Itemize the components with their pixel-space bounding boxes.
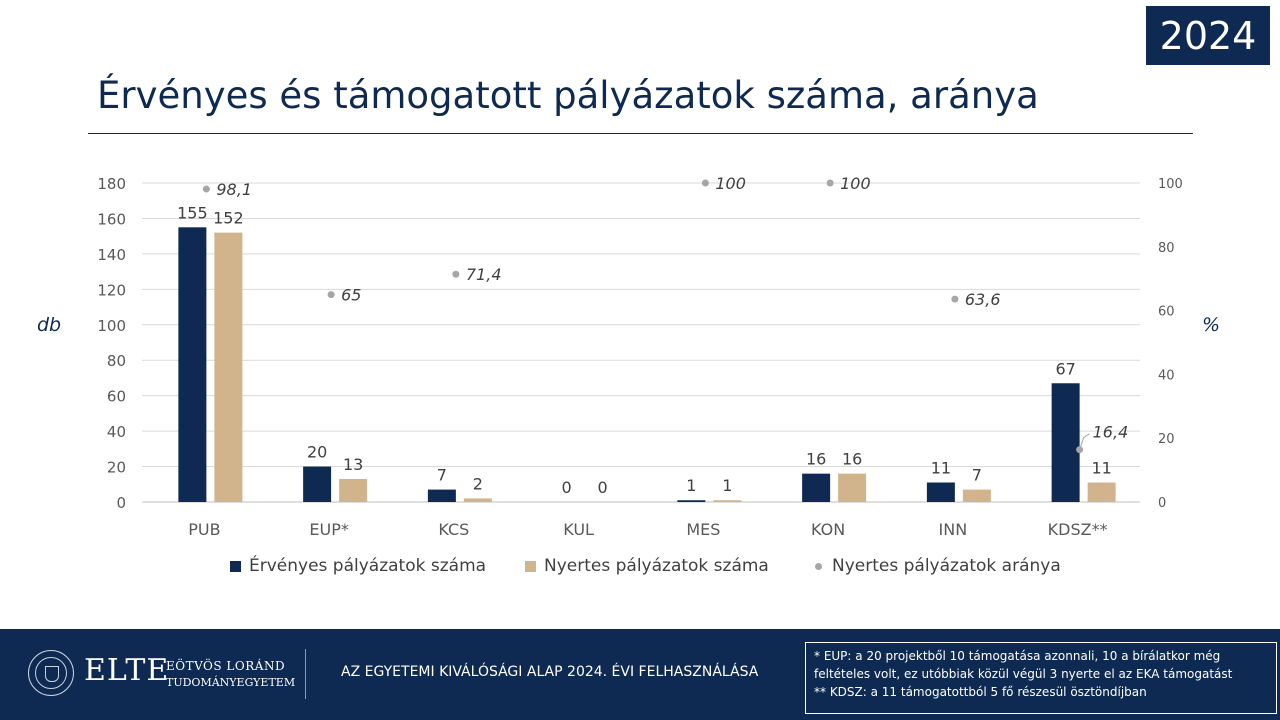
elte-logo-line1: EÖTVÖS LORÁND [166, 659, 286, 673]
data-label-valid: 0 [562, 478, 572, 497]
left-axis-title: db [37, 314, 62, 336]
y-tick-label-left: 100 [97, 317, 126, 335]
y-tick-label-left: 20 [107, 459, 126, 477]
legend-item-winning: Nyertes pályázatok száma [525, 556, 769, 576]
footer-caption: AZ EGYETEMI KIVÁLÓSÁGI ALAP 2024. ÉVI FE… [341, 664, 759, 680]
footer-bar: ELTE EÖTVÖS LORÁND TUDOMÁNYEGYETEM AZ EG… [0, 629, 1280, 720]
year-badge: 2024 [1146, 6, 1270, 65]
legend-item-valid: Érvényes pályázatok száma [230, 556, 486, 576]
x-tick-label: INN [939, 520, 968, 539]
data-label-ratio: 100 [840, 174, 871, 193]
y-tick-label-right: 80 [1158, 241, 1175, 256]
footer-divider [305, 649, 306, 699]
bar-valid [303, 466, 332, 502]
data-label-valid: 1 [686, 476, 696, 495]
bar-valid [802, 473, 831, 502]
y-tick-label-left: 0 [116, 494, 126, 512]
footnote-line: ** KDSZ: a 11 támogatottból 5 fő részesü… [814, 685, 1147, 699]
y-tick-label-left: 160 [97, 210, 126, 228]
bar-winning [962, 489, 991, 502]
y-tick-label-left: 120 [97, 281, 126, 299]
data-label-valid: 16 [806, 450, 826, 469]
bar-valid [427, 489, 456, 502]
legend-item-ratio: Nyertes pályázatok aránya [815, 556, 1061, 576]
data-label-ratio: 98,1 [216, 180, 252, 199]
data-label-valid: 11 [931, 459, 951, 478]
right-axis-title: % [1202, 314, 1221, 336]
y-tick-label-right: 0 [1158, 496, 1166, 511]
y-tick-label-left: 40 [107, 423, 126, 441]
data-label-winning: 13 [343, 455, 363, 474]
bar-valid [178, 227, 207, 503]
y-tick-label-right: 40 [1158, 368, 1175, 383]
y-tick-label-left: 80 [107, 352, 126, 370]
data-label-valid: 155 [177, 203, 208, 222]
footnote-box: * EUP: a 20 projektből 10 támogatása azo… [805, 642, 1277, 714]
x-tick-label: MES [686, 520, 720, 539]
data-label-winning: 16 [842, 450, 862, 469]
legend-swatch-winning [525, 560, 536, 572]
ratio-leader-line [1079, 433, 1090, 450]
bar-winning [463, 498, 492, 502]
chart-legend: Érvényes pályázatok száma Nyertes pályáz… [0, 556, 1280, 578]
legend-marker-ratio [815, 562, 822, 570]
legend-swatch-valid [230, 560, 241, 572]
bar-chart: 020406080100120140160180020406080100PUB1… [97, 174, 1183, 539]
y-tick-label-left: 180 [97, 175, 126, 193]
bar-valid [926, 482, 955, 502]
legend-label-winning: Nyertes pályázatok száma [544, 556, 769, 576]
data-label-valid: 67 [1055, 359, 1075, 378]
elte-logo-line2: TUDOMÁNYEGYETEM [166, 676, 296, 689]
bar-valid [1051, 383, 1080, 502]
y-tick-label-right: 100 [1158, 177, 1183, 192]
y-tick-label-left: 60 [107, 388, 126, 406]
bar-winning [838, 473, 867, 502]
bar-winning [1087, 482, 1116, 502]
data-label-winning: 1 [722, 476, 732, 495]
data-label-ratio: 63,6 [965, 290, 1001, 309]
footnote-line: * EUP: a 20 projektből 10 támogatása azo… [814, 649, 1221, 663]
title-divider [88, 133, 1193, 134]
ratio-point [701, 179, 709, 187]
bar-winning [339, 478, 368, 502]
x-tick-label: KUL [563, 520, 594, 539]
x-tick-label: PUB [188, 520, 220, 539]
data-label-winning: 2 [473, 474, 483, 493]
y-tick-label-left: 140 [97, 246, 126, 264]
bar-winning [713, 500, 742, 502]
bar-valid [677, 500, 706, 502]
page-title: Érvényes és támogatott pályázatok száma,… [97, 74, 1039, 117]
elte-crest-icon [28, 650, 74, 696]
y-tick-label-right: 60 [1158, 305, 1175, 320]
ratio-point [452, 270, 460, 278]
data-label-winning: 0 [598, 478, 608, 497]
ratio-point [202, 185, 210, 193]
x-tick-label: KON [811, 520, 845, 539]
data-label-winning: 11 [1091, 459, 1111, 478]
footnote-line: feltételes volt, ez utóbbiak közül végül… [814, 667, 1233, 681]
ratio-point [951, 295, 959, 303]
data-label-ratio: 100 [715, 174, 746, 193]
data-label-ratio: 16,4 [1093, 423, 1129, 442]
x-tick-label: EUP* [309, 520, 348, 539]
data-label-winning: 152 [213, 209, 244, 228]
bar-winning [214, 232, 243, 502]
elte-logo-word: ELTE [84, 653, 170, 688]
ratio-point [327, 291, 335, 299]
data-label-valid: 7 [437, 466, 447, 485]
y-tick-label-right: 20 [1158, 432, 1175, 447]
data-label-ratio: 65 [341, 286, 361, 305]
x-tick-label: KCS [438, 520, 469, 539]
legend-label-ratio: Nyertes pályázatok aránya [832, 556, 1061, 576]
data-label-valid: 20 [307, 443, 327, 462]
legend-label-valid: Érvényes pályázatok száma [249, 556, 487, 576]
data-label-winning: 7 [972, 466, 982, 485]
data-label-ratio: 71,4 [466, 265, 502, 284]
x-tick-label: KDSZ** [1048, 520, 1108, 539]
ratio-point [826, 179, 834, 187]
